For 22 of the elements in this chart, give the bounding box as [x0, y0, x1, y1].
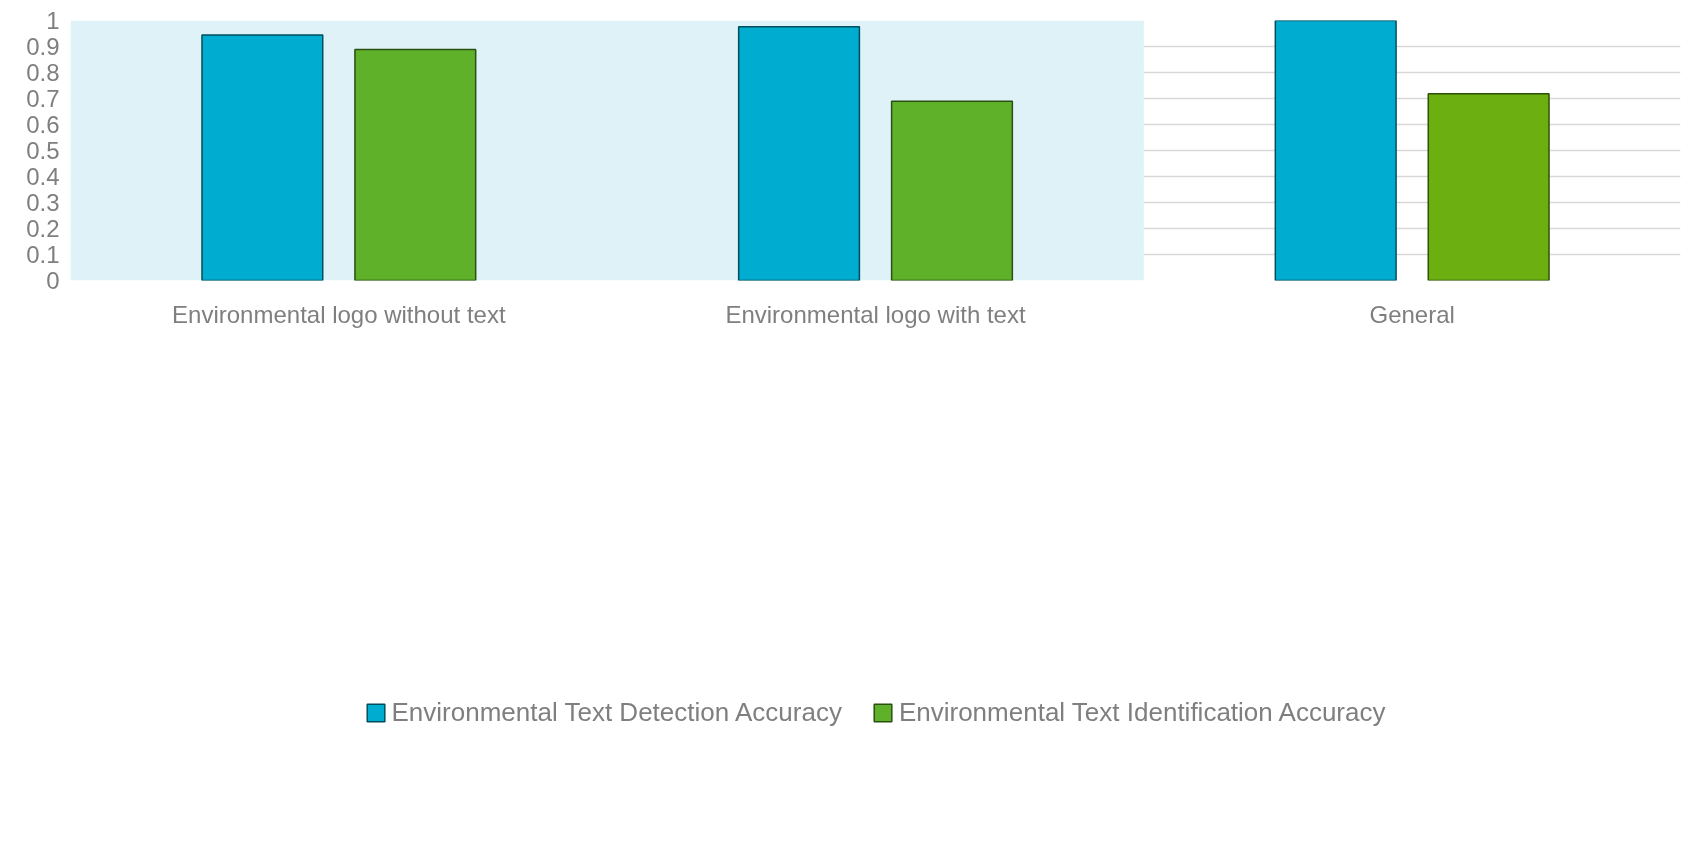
- legend-label: Environmental Text Detection Accuracy: [391, 696, 842, 728]
- y-tick-label: 0.7: [26, 85, 60, 112]
- legend-label: Environmental Text Identification Accuracy: [898, 696, 1386, 728]
- bar: [737, 25, 861, 281]
- bar: [1274, 20, 1397, 281]
- y-tick-label: 0: [46, 267, 60, 294]
- y-tick-label: 0.8: [26, 59, 60, 86]
- y-tick-label: 1: [46, 7, 60, 34]
- y-tick-label: 0.2: [26, 215, 60, 242]
- x-tick-label: General: [1369, 300, 1455, 328]
- x-tick-label: Environmental logo without text: [172, 300, 506, 328]
- y-tick-label: 0.9: [26, 33, 60, 60]
- y-tick-label: 0.1: [26, 241, 60, 268]
- bar: [201, 34, 324, 281]
- bar: [1427, 93, 1550, 281]
- y-tick-label: 0.5: [26, 137, 60, 164]
- y-tick-label: 0.6: [26, 111, 60, 138]
- x-tick-label: Environmental logo with text: [725, 300, 1026, 328]
- bar: [890, 100, 1014, 281]
- y-tick-label: 0.4: [26, 163, 60, 190]
- y-tick-label: 0.3: [26, 189, 60, 216]
- bar: [354, 48, 477, 281]
